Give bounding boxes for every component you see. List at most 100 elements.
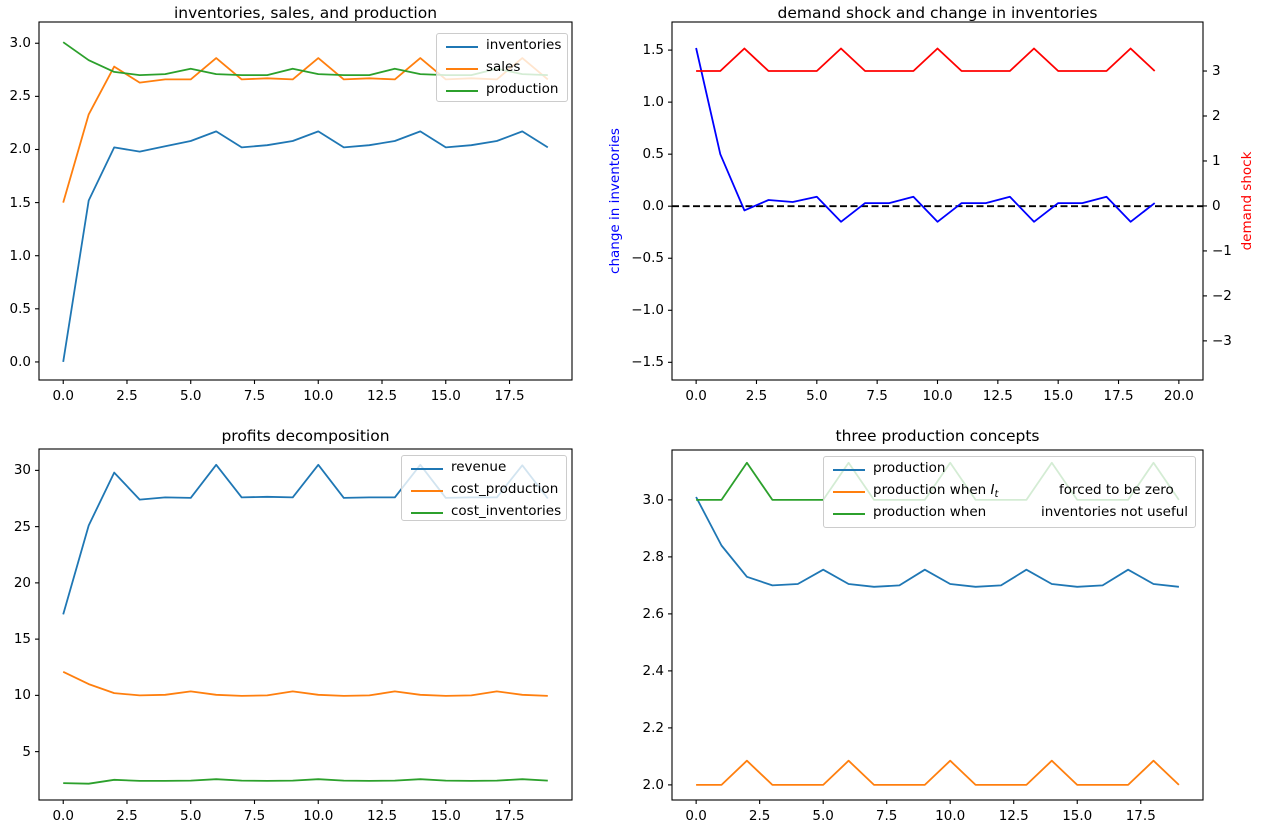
x-tick-label: 17.5 (1125, 808, 1156, 824)
x-tick-label: 5.0 (812, 808, 834, 824)
axes-frame (671, 449, 1204, 801)
line-production (695, 496, 1179, 588)
legend-label-text: t (994, 489, 999, 500)
x-tick-label: 0.0 (685, 388, 707, 404)
y-tick-label: 5 (22, 743, 31, 760)
legend-item: revenue (402, 458, 566, 480)
y-tick-label: 2.5 (9, 88, 31, 105)
y-tick-label: 3.0 (642, 491, 664, 508)
legend-label-text: production when (873, 482, 991, 498)
chart-title-top-right: demand shock and change in inventories (777, 4, 1098, 22)
axes-frame (671, 21, 1204, 381)
y-tick-label: 0.0 (642, 198, 664, 215)
x-tick-label: 12.5 (366, 808, 398, 824)
y-tick-label: 25 (13, 518, 31, 535)
y-tick-label: 20 (13, 574, 31, 591)
legend-label-text: revenue (451, 459, 507, 475)
legend-label: sales (486, 59, 520, 75)
x-tick-label: 12.5 (998, 808, 1029, 824)
x-tick-label: 15.0 (430, 388, 461, 404)
legend-label: inventories not useful (1041, 504, 1188, 520)
legend-label-text: cost_production (451, 481, 559, 497)
x-tick-label: 2.5 (748, 808, 771, 824)
legend-label: forced to be zero (1059, 482, 1174, 498)
x-tick-label: 12.5 (366, 388, 398, 404)
legend-line-sample (833, 469, 865, 471)
x-tick-label: 0.0 (52, 808, 74, 824)
x-tick-label: 17.5 (1103, 388, 1134, 404)
legend-label: cost_production (451, 481, 558, 497)
y-tick-label: 30 (13, 462, 31, 479)
x-tick-label: 7.5 (243, 388, 266, 404)
y-tick-label: 0.5 (642, 146, 664, 163)
x-tick-label: 10.0 (922, 388, 953, 404)
line-demand-shock (696, 47, 1156, 72)
legend-label: production (486, 81, 559, 97)
legend-line-sample (446, 46, 478, 48)
chart-top-right (668, 21, 1207, 384)
y-tick-label: 2.4 (642, 662, 664, 679)
legend-line-sample (411, 490, 443, 492)
y-tick-label-right: 2 (1212, 107, 1221, 124)
legend-line-sample (411, 512, 443, 514)
legend-label: production when (873, 504, 986, 520)
legend-label-text: I (990, 482, 995, 498)
legend-item: production when inventories not useful (824, 503, 1195, 525)
x-tick-label: 7.5 (866, 388, 888, 404)
x-tick-label: 7.5 (243, 808, 266, 824)
x-tick-label: 2.5 (116, 388, 138, 404)
legend-item: cost_inventories (402, 502, 566, 524)
legend-label-text: inventories not useful (1041, 504, 1188, 520)
legend-line-sample (833, 513, 865, 515)
y-tick-label: 2.0 (9, 141, 31, 158)
x-tick-label: 10.0 (303, 808, 334, 824)
legend-label: production when It (873, 482, 998, 500)
y-tick-label: 2.8 (642, 548, 664, 565)
y-tick-label-right: 1 (1212, 152, 1221, 169)
legend-item: production (437, 80, 567, 102)
legend-line-sample (446, 68, 478, 70)
axis-ticks (35, 469, 511, 804)
x-tick-label: 5.0 (179, 388, 202, 404)
y-tick-label: 1.5 (642, 42, 664, 59)
legend-box: revenue cost_production cost_inventories (401, 455, 567, 521)
legend-label-text: production (486, 81, 559, 97)
x-tick-label: 20.0 (1163, 388, 1194, 404)
x-tick-label: 7.5 (875, 808, 898, 824)
legend-line-sample (411, 468, 443, 470)
legend-box: production production when It forced to be… (823, 456, 1196, 528)
y-tick-label: 0.5 (9, 300, 31, 317)
legend-label: revenue (451, 459, 506, 475)
y-tick-label: −1.5 (631, 354, 664, 371)
y-tick-label: 10 (13, 687, 31, 704)
legend-item: inventories (437, 36, 567, 58)
x-tick-label: 17.5 (494, 808, 525, 824)
chart-title-bottom-left: profits decomposition (221, 427, 390, 445)
line-cost-inventories (63, 778, 548, 785)
legend-label-text: production when (873, 504, 987, 520)
line-change-in-inventories (695, 47, 1156, 223)
x-tick-label: 15.0 (1043, 388, 1074, 404)
legend-item: sales (437, 58, 567, 80)
y-tick-label: 1.5 (9, 194, 31, 211)
legend-label-text: inventories (486, 37, 562, 53)
y-tick-label: −0.5 (631, 250, 664, 267)
y-tick-label-right: −2 (1212, 287, 1232, 304)
legend-line-sample (833, 491, 865, 493)
line-inventories (62, 130, 549, 363)
y-tick-label: 3.0 (9, 35, 31, 52)
y-tick-label-right: −3 (1212, 332, 1232, 349)
x-tick-label: 0.0 (52, 388, 74, 404)
line-cost-production (62, 670, 548, 697)
y-tick-label-right: 0 (1212, 197, 1221, 214)
axis-ticks (668, 49, 1207, 384)
legend-box: inventories sales production (436, 33, 568, 102)
legend-label-text: production (873, 460, 946, 476)
x-tick-label: 10.0 (935, 808, 966, 824)
y-tick-label: 1.0 (642, 94, 664, 111)
legend-label: cost_inventories (451, 503, 561, 519)
legend-label: inventories (486, 37, 561, 53)
legend-label: production (873, 460, 946, 476)
axes-frame (38, 448, 573, 801)
